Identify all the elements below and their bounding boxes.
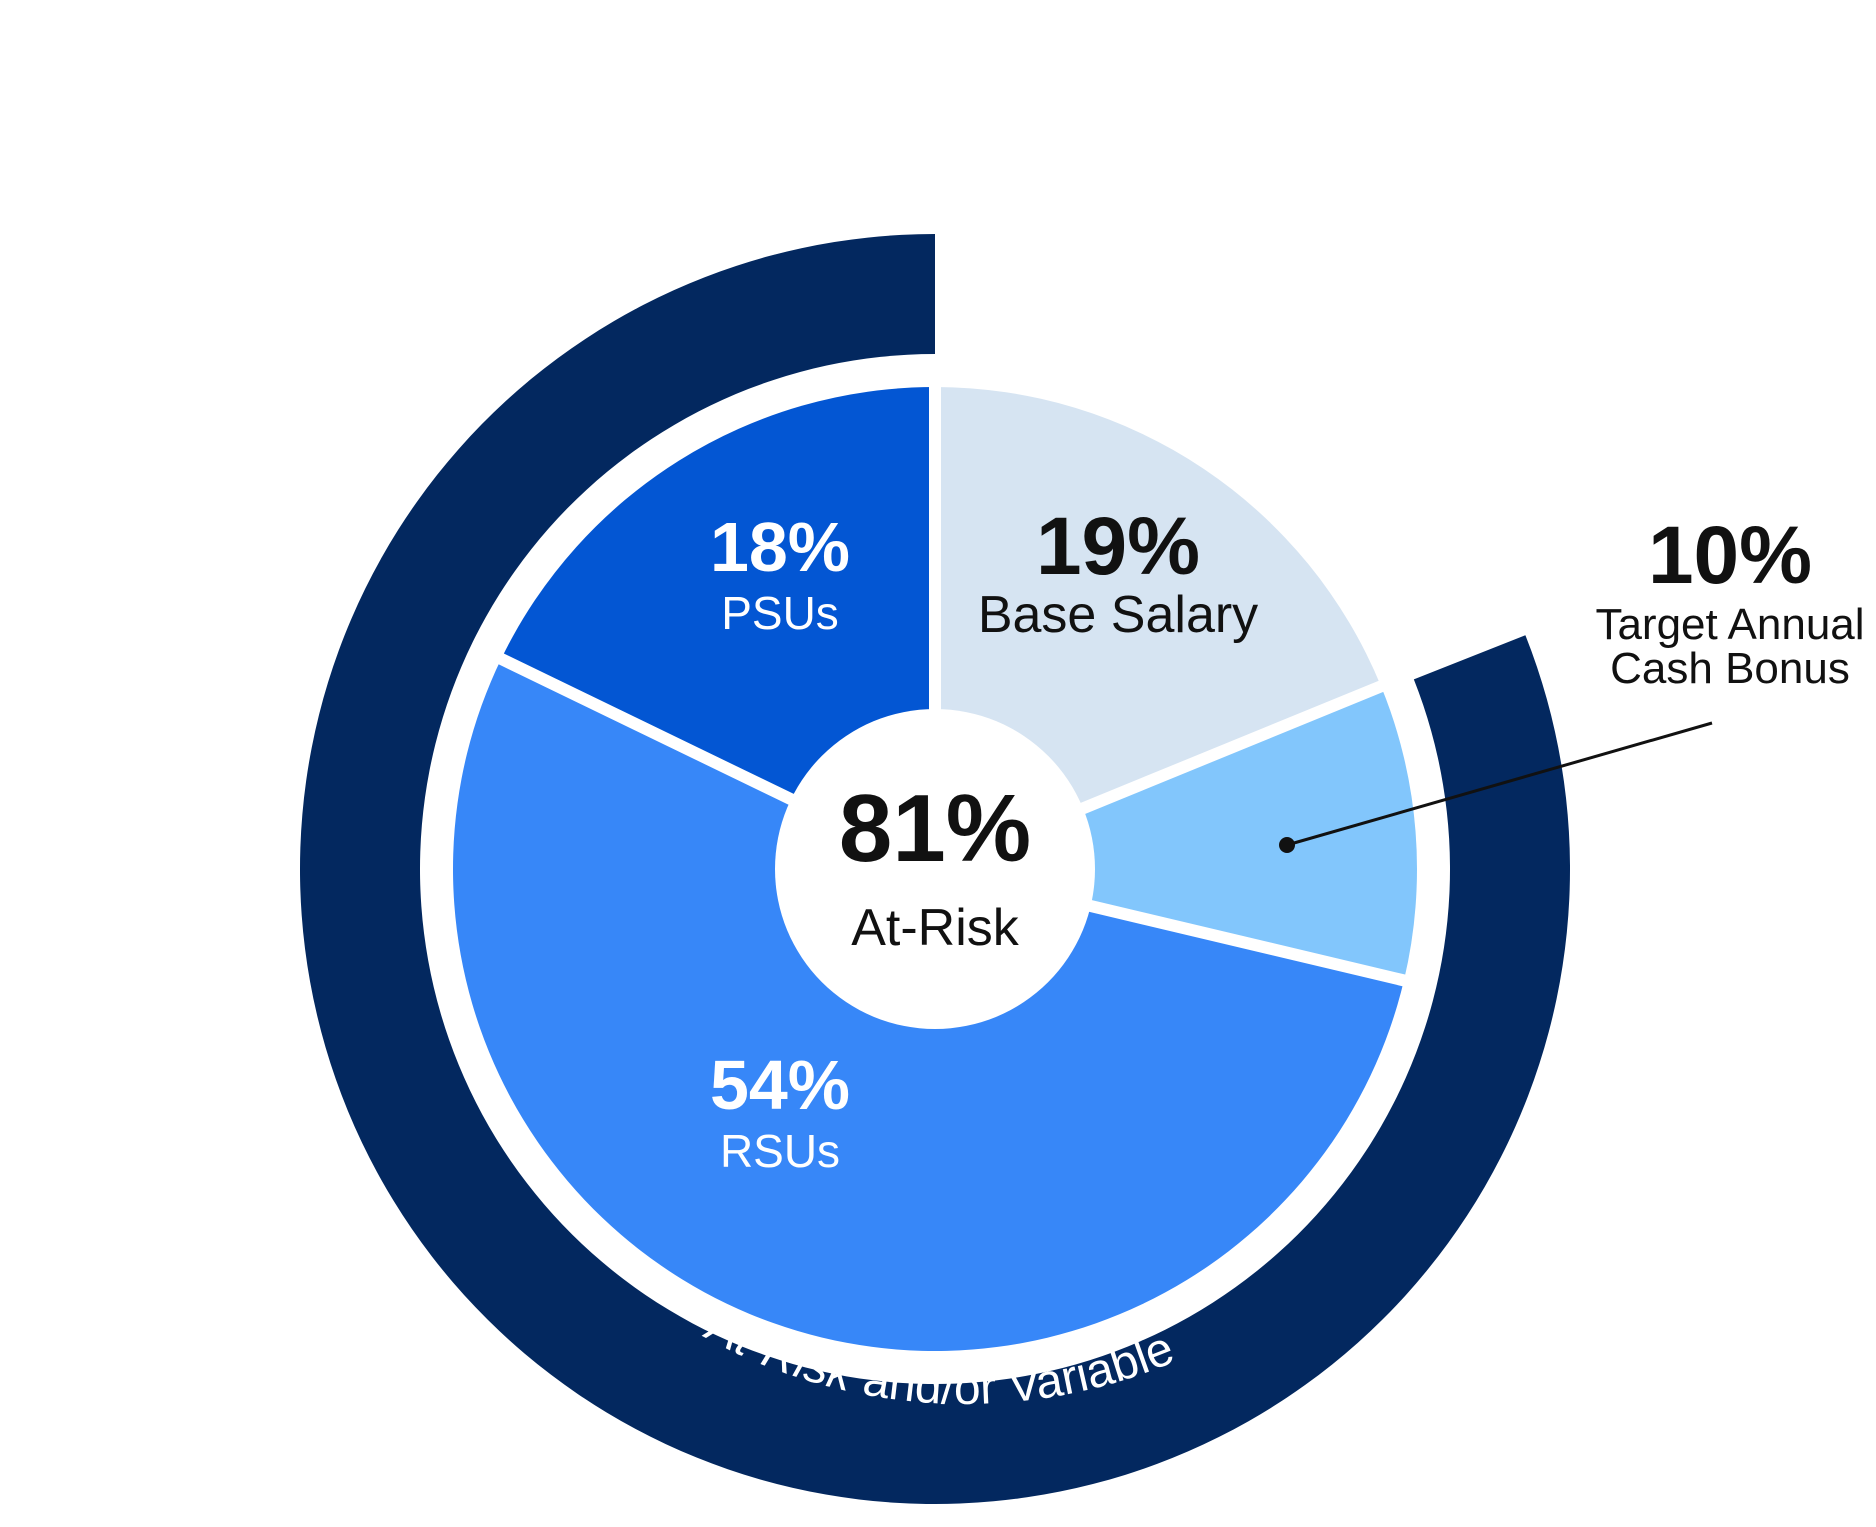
slice-name-base: Base Salary bbox=[978, 586, 1258, 644]
slice-name-rsu: RSUs bbox=[720, 1125, 840, 1177]
center-label: At-Risk bbox=[851, 899, 1020, 957]
slice-value-psu: 18% bbox=[710, 508, 850, 586]
slice-psu bbox=[501, 387, 935, 869]
slice-name-bonus: Target Annual bbox=[1595, 600, 1864, 649]
slice-name-psu: PSUs bbox=[721, 587, 839, 639]
callout-leader-line bbox=[1286, 721, 1713, 847]
slice-value-bonus: 10% bbox=[1648, 510, 1812, 601]
center-value: 81% bbox=[839, 775, 1031, 882]
slice-value-rsu: 54% bbox=[710, 1046, 850, 1124]
slice-label-psu: 18%PSUs bbox=[710, 508, 850, 639]
center-circle bbox=[775, 709, 1095, 1029]
slice-label-base: 19%Base Salary bbox=[978, 501, 1258, 644]
slice-base bbox=[935, 387, 1382, 869]
callout-dot bbox=[1279, 837, 1295, 853]
bonus-callout bbox=[1279, 721, 1713, 853]
slice-bonus bbox=[935, 686, 1417, 981]
slice-label-rsu: 54%RSUs bbox=[710, 1046, 850, 1177]
slice-value-base: 19% bbox=[1036, 501, 1200, 592]
slice-name-bonus: Cash Bonus bbox=[1610, 644, 1850, 693]
